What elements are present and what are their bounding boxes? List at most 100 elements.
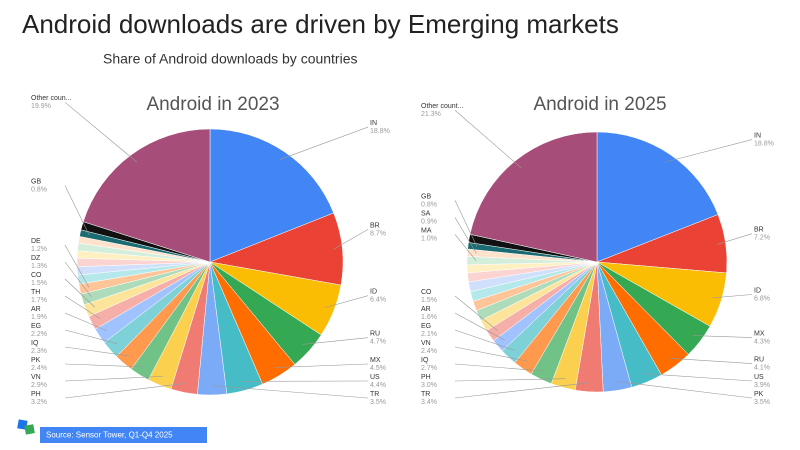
leader-line xyxy=(64,383,186,399)
leader-line xyxy=(670,357,753,364)
slice-value-label: 3.0% xyxy=(421,382,437,389)
leader-line xyxy=(64,329,118,344)
pie-slice xyxy=(596,131,719,263)
slice-value-label: 6.4% xyxy=(370,297,386,304)
leader-line xyxy=(454,382,590,399)
leader-line xyxy=(454,378,566,382)
slice-label: RU xyxy=(754,356,764,363)
slice-value-label: 1.2% xyxy=(31,246,47,253)
slice-label: RU xyxy=(370,331,380,338)
leader-line xyxy=(279,126,369,160)
slice-value-label: 4.3% xyxy=(754,338,770,345)
slice-label: IN xyxy=(370,120,377,127)
leader-line xyxy=(454,312,505,341)
slice-label: EG xyxy=(31,323,41,330)
leader-line xyxy=(332,229,369,250)
pie-slice xyxy=(469,131,598,263)
leader-line xyxy=(64,261,92,298)
slice-value-label: 3.4% xyxy=(421,399,437,406)
slice-label: IQ xyxy=(421,357,429,364)
leader-line xyxy=(64,376,163,382)
slice-label: VN xyxy=(31,374,41,381)
slice-label: DE xyxy=(31,238,41,245)
slice-value-label: 8.7% xyxy=(370,230,386,237)
slice-label: MX xyxy=(370,357,381,364)
subtitle: Share of Android downloads by countries xyxy=(103,51,358,67)
slice-value-label: 0.9% xyxy=(421,218,437,225)
slice-value-label: 3.2% xyxy=(31,399,47,406)
slice-label: VN xyxy=(421,340,431,347)
slice-value-label: 6.8% xyxy=(754,295,770,302)
leader-line xyxy=(324,295,369,308)
slice-value-label: 2.1% xyxy=(421,331,437,338)
slice-label: GB xyxy=(31,178,41,185)
leader-line xyxy=(454,346,529,362)
slice-value-label: 1.7% xyxy=(31,297,47,304)
slice-label: AR xyxy=(421,306,431,313)
slice-label: US xyxy=(754,374,764,381)
leader-line xyxy=(454,200,478,247)
slice-label: Other count... xyxy=(421,103,463,110)
source-box xyxy=(40,427,207,443)
slice-value-label: 7.2% xyxy=(754,235,770,242)
slice-value-label: 1.5% xyxy=(421,297,437,304)
leader-line xyxy=(64,312,108,332)
slice-label: CO xyxy=(421,289,432,296)
leader-line xyxy=(302,337,369,345)
slice-label: DZ xyxy=(31,255,41,262)
leader-line xyxy=(454,363,545,372)
logo xyxy=(17,419,35,435)
slice-value-label: 1.0% xyxy=(421,235,437,242)
slice-label: IQ xyxy=(31,340,39,347)
slice-label: PH xyxy=(421,374,431,381)
slice-label: MA xyxy=(421,227,432,234)
slice-label: TR xyxy=(370,391,379,398)
slice-value-label: 19.9% xyxy=(31,103,51,110)
leader-line xyxy=(454,110,522,169)
slice-value-label: 1.3% xyxy=(31,263,47,270)
leader-line xyxy=(64,244,90,288)
slice-label: GB xyxy=(421,193,431,200)
leader-line xyxy=(665,139,753,163)
leader-line xyxy=(274,363,369,368)
leader-line xyxy=(616,381,753,399)
slice-label: TH xyxy=(31,289,40,296)
slice-value-label: 3.9% xyxy=(754,382,770,389)
leader-line xyxy=(64,346,130,357)
slice-value-label: 2.4% xyxy=(421,348,437,355)
slice-value-label: 2.9% xyxy=(31,382,47,389)
leader-line xyxy=(712,294,753,299)
slice-label: CO xyxy=(31,272,42,279)
slice-value-label: 18.8% xyxy=(370,128,390,135)
source: Source: Sensor Tower, Q1-Q4 2025 xyxy=(46,431,173,440)
slice-value-label: 4.1% xyxy=(754,364,770,371)
slice-value-label: 21.3% xyxy=(421,111,441,118)
slice-label: ID xyxy=(754,287,761,294)
slice-value-label: 2.7% xyxy=(421,365,437,372)
slice-label: TR xyxy=(421,391,430,398)
slice-label: US xyxy=(370,374,380,381)
slice-label: PH xyxy=(31,391,41,398)
slice-label: EG xyxy=(421,323,431,330)
slice-label: PK xyxy=(754,391,764,398)
slice-value-label: 2.4% xyxy=(31,365,47,372)
slice-value-label: 2.2% xyxy=(31,331,47,338)
leader-line xyxy=(454,295,498,331)
slice-label: Other coun... xyxy=(31,95,72,102)
slice-label: AR xyxy=(31,306,41,313)
leader-line xyxy=(64,102,138,163)
chart-title: Android in 2023 xyxy=(146,94,279,115)
slice-value-label: 1.9% xyxy=(31,314,47,321)
pie-slice xyxy=(209,128,334,263)
slice-label: BR xyxy=(370,222,380,229)
leader-line xyxy=(692,335,753,338)
leader-line xyxy=(454,329,515,351)
leader-line xyxy=(64,363,145,368)
slice-value-label: 4.4% xyxy=(370,382,386,389)
slice-label: IN xyxy=(754,132,761,139)
leader-line xyxy=(643,373,753,382)
slice-label: SA xyxy=(421,210,431,217)
leader-line xyxy=(716,233,753,245)
slice-value-label: 18.8% xyxy=(754,140,774,147)
